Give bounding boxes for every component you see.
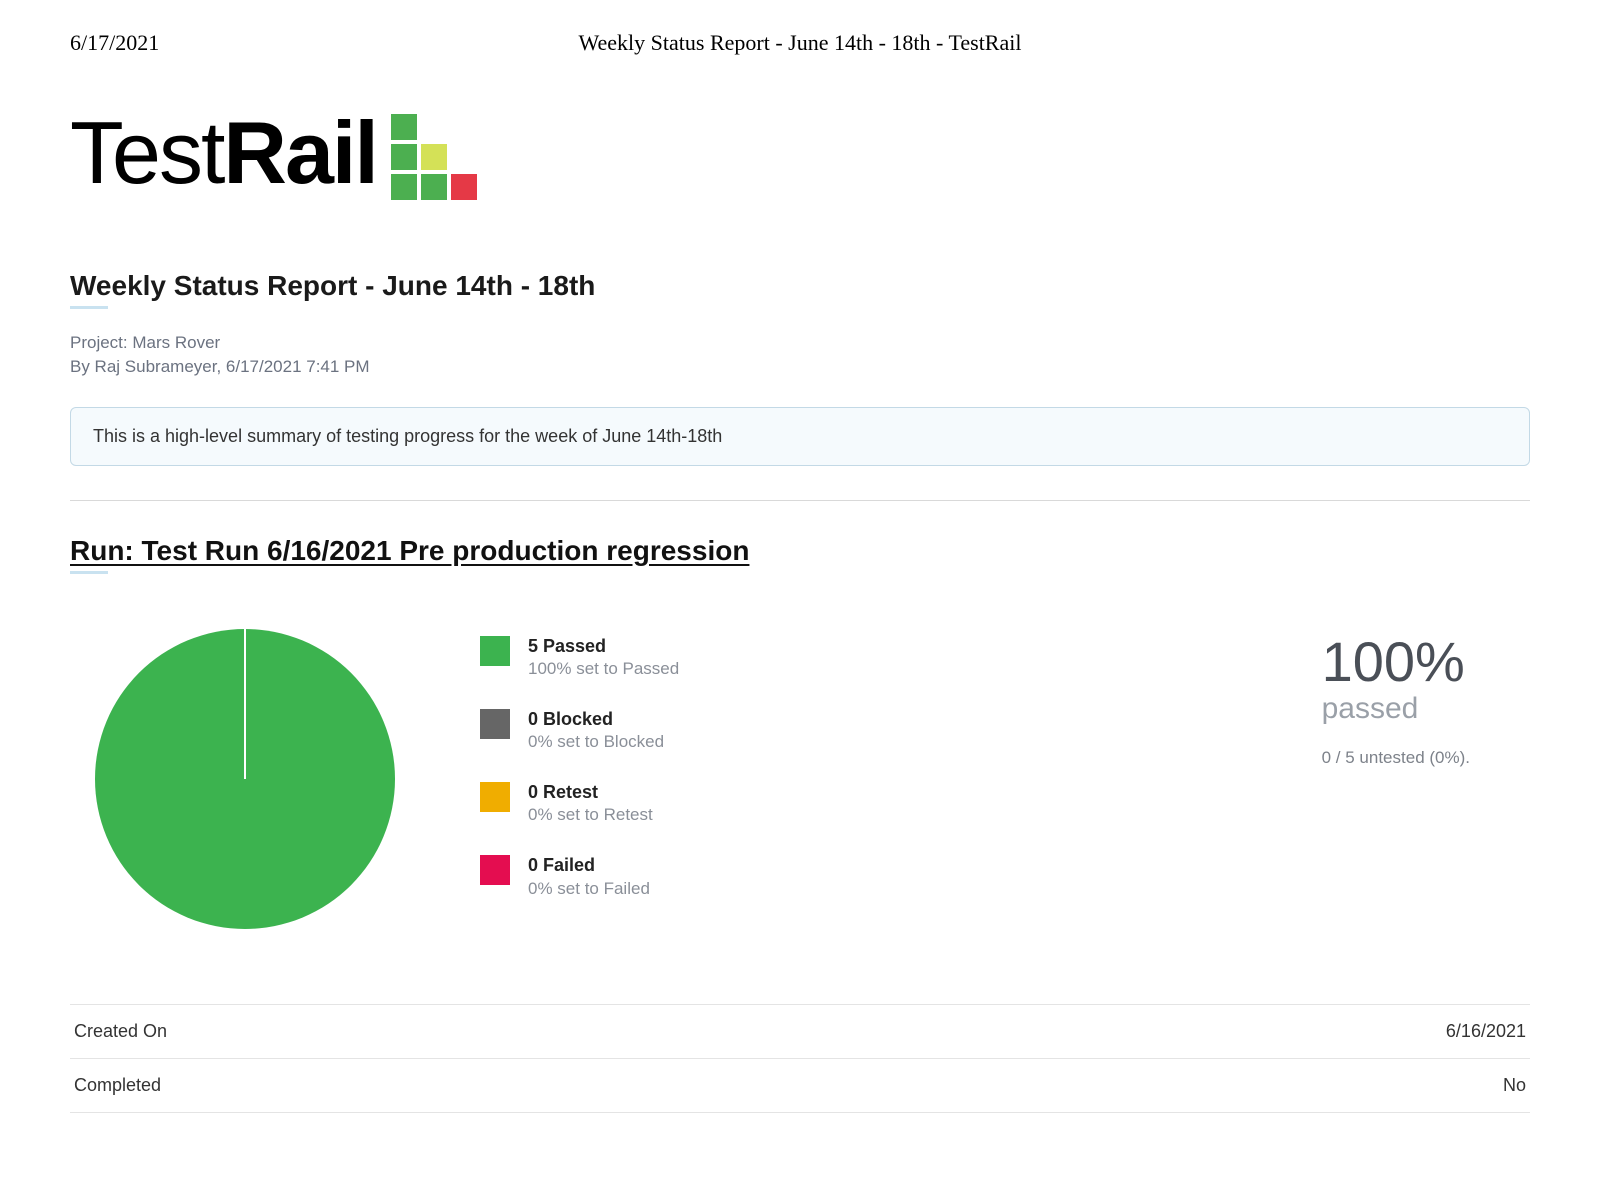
logo-squares-icon — [391, 114, 477, 200]
legend-sub: 0% set to Blocked — [528, 731, 664, 754]
table-row: CompletedNo — [70, 1058, 1530, 1112]
logo-text-bold: Rail — [223, 103, 376, 202]
run-title-underline — [70, 571, 108, 574]
legend-label: 0 Failed — [528, 853, 650, 877]
report-meta: Project: Mars Rover By Raj Subrameyer, 6… — [70, 331, 1530, 379]
page: 6/17/2021 Weekly Status Report - June 14… — [0, 0, 1600, 1153]
table-value: 6/16/2021 — [850, 1004, 1530, 1058]
separator — [70, 500, 1530, 501]
legend-text: 5 Passed100% set to Passed — [528, 634, 679, 681]
logo-square — [451, 174, 477, 200]
print-header: 6/17/2021 Weekly Status Report - June 14… — [70, 30, 1530, 106]
legend-label: 0 Retest — [528, 780, 653, 804]
logo-square — [421, 114, 447, 140]
title-underline — [70, 306, 108, 309]
legend-text: 0 Failed0% set to Failed — [528, 853, 650, 900]
legend-item: 0 Blocked0% set to Blocked — [480, 707, 679, 754]
table-key: Completed — [70, 1058, 850, 1112]
report-title: Weekly Status Report - June 14th - 18th — [70, 270, 1530, 302]
summary-box: This is a high-level summary of testing … — [70, 407, 1530, 466]
pie-chart — [90, 624, 400, 934]
legend: 5 Passed100% set to Passed0 Blocked0% se… — [480, 624, 679, 927]
pie-chart-svg — [90, 624, 400, 934]
table-key: Created On — [70, 1004, 850, 1058]
logo-square — [421, 174, 447, 200]
table-value: No — [850, 1058, 1530, 1112]
chart-row: 5 Passed100% set to Passed0 Blocked0% se… — [70, 624, 1530, 934]
project-line: Project: Mars Rover — [70, 331, 1530, 355]
big-label: passed — [1322, 692, 1470, 726]
legend-text: 0 Retest0% set to Retest — [528, 780, 653, 827]
info-table: Created On6/16/2021CompletedNo — [70, 1004, 1530, 1113]
legend-item: 0 Retest0% set to Retest — [480, 780, 679, 827]
legend-swatch — [480, 855, 510, 885]
logo-square — [391, 174, 417, 200]
logo-text: TestRail — [70, 109, 377, 197]
legend-sub: 0% set to Retest — [528, 804, 653, 827]
logo: TestRail — [70, 106, 1530, 200]
print-date: 6/17/2021 — [70, 30, 159, 56]
logo-square — [391, 144, 417, 170]
big-percent: 100% — [1322, 634, 1470, 690]
legend-swatch — [480, 782, 510, 812]
legend-sub: 100% set to Passed — [528, 658, 679, 681]
legend-label: 0 Blocked — [528, 707, 664, 731]
legend-sub: 0% set to Failed — [528, 878, 650, 901]
legend-item: 5 Passed100% set to Passed — [480, 634, 679, 681]
legend-item: 0 Failed0% set to Failed — [480, 853, 679, 900]
logo-square — [391, 114, 417, 140]
logo-text-light: Test — [70, 103, 223, 202]
logo-square — [421, 144, 447, 170]
table-row: Created On6/16/2021 — [70, 1004, 1530, 1058]
big-sub: 0 / 5 untested (0%). — [1322, 748, 1470, 768]
logo-square — [451, 144, 477, 170]
legend-swatch — [480, 709, 510, 739]
run-title[interactable]: Run: Test Run 6/16/2021 Pre production r… — [70, 535, 1530, 567]
run-title-text: Run: Test Run 6/16/2021 Pre production r… — [70, 535, 749, 566]
logo-square — [451, 114, 477, 140]
by-line: By Raj Subrameyer, 6/17/2021 7:41 PM — [70, 355, 1530, 379]
legend-swatch — [480, 636, 510, 666]
print-title: Weekly Status Report - June 14th - 18th … — [579, 30, 1022, 56]
legend-label: 5 Passed — [528, 634, 679, 658]
big-stat: 100% passed 0 / 5 untested (0%). — [1322, 624, 1530, 768]
legend-text: 0 Blocked0% set to Blocked — [528, 707, 664, 754]
